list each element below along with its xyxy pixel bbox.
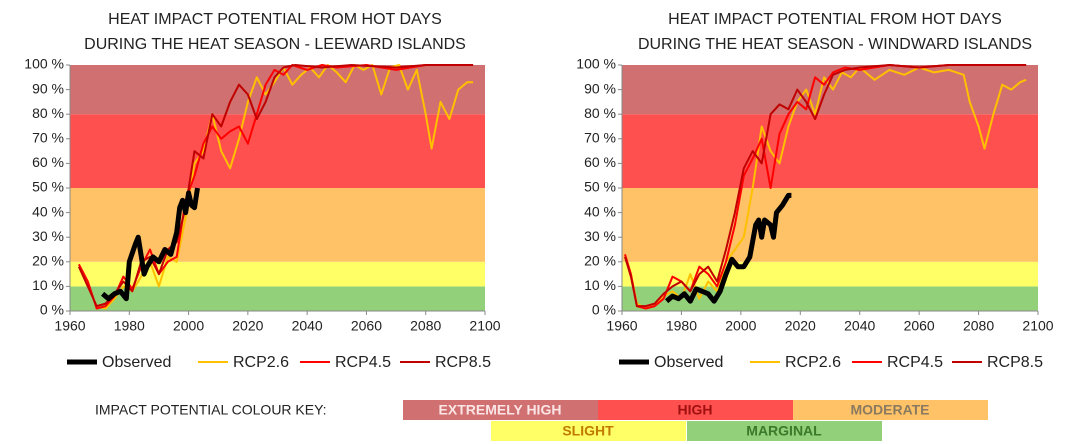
x-tick-label: 2060 (351, 318, 382, 334)
key-swatch (403, 400, 598, 420)
legend-label: RCP8.5 (987, 354, 1043, 371)
y-tick-label: 60 % (32, 154, 64, 170)
x-tick-label: 2020 (232, 318, 263, 334)
y-tick-label: 40 % (32, 203, 64, 219)
y-tick-label: 100 % (24, 56, 64, 72)
x-tick-label: 2080 (410, 318, 441, 334)
x-tick-label: 2000 (725, 318, 756, 334)
chart-title: DURING THE HEAT SEASON - LEEWARD ISLANDS (84, 36, 466, 53)
band (70, 286, 485, 311)
legend-label: Observed (654, 354, 723, 371)
x-tick-label: 1980 (666, 318, 697, 334)
color-key-label: IMPACT POTENTIAL COLOUR KEY: (95, 402, 327, 418)
y-tick-label: 20 % (584, 253, 616, 269)
legend-label: RCP4.5 (887, 354, 943, 371)
series-line (77, 64, 474, 308)
key-swatch (598, 400, 793, 420)
y-tick-label: 10 % (584, 277, 616, 293)
chart: HEAT IMPACT POTENTIAL FROM HOT DAYS DURIN… (24, 11, 500, 371)
x-tick-label: 2100 (469, 318, 500, 334)
series-line (78, 64, 474, 310)
chart-title: HEAT IMPACT POTENTIAL FROM HOT DAYS (108, 11, 442, 28)
key-label: MODERATE (850, 402, 929, 418)
series-line (624, 64, 1027, 310)
x-tick-label: 2060 (904, 318, 935, 334)
y-tick-label: 90 % (32, 80, 64, 96)
x-tick-label: 1980 (114, 318, 145, 334)
y-tick-label: 80 % (32, 105, 64, 121)
key-swatch (687, 421, 882, 441)
key-swatch (491, 421, 686, 441)
x-tick-label: 2020 (785, 318, 816, 334)
chart: HEAT IMPACT POTENTIAL FROM HOT DAYS DURIN… (576, 11, 1053, 371)
band (622, 65, 1038, 115)
y-tick-label: 90 % (584, 80, 616, 96)
x-tick-label: 1960 (54, 318, 85, 334)
y-tick-label: 50 % (32, 179, 64, 195)
chart-title: HEAT IMPACT POTENTIAL FROM HOT DAYS (668, 11, 1002, 28)
y-tick-label: 70 % (32, 130, 64, 146)
series-line (101, 187, 200, 302)
legend-label: RCP4.5 (335, 354, 391, 371)
y-tick-label: 0 % (592, 302, 616, 318)
band (70, 114, 485, 188)
y-tick-label: 60 % (584, 154, 616, 170)
chart-title: DURING THE HEAT SEASON - WINDWARD ISLAND… (638, 36, 1032, 53)
band (622, 188, 1038, 262)
y-tick-label: 40 % (584, 203, 616, 219)
legend-label: RCP2.6 (233, 354, 289, 371)
y-tick-label: 100 % (576, 56, 616, 72)
key-swatch (793, 400, 988, 420)
x-tick-label: 2080 (963, 318, 994, 334)
x-tick-label: 2000 (173, 318, 204, 334)
x-tick-label: 1960 (606, 318, 637, 334)
y-tick-label: 70 % (584, 130, 616, 146)
key-label: MARGINAL (746, 423, 822, 439)
y-tick-label: 20 % (32, 253, 64, 269)
y-tick-label: 30 % (32, 228, 64, 244)
x-tick-label: 2040 (292, 318, 323, 334)
y-tick-label: 50 % (584, 179, 616, 195)
series-line (664, 192, 792, 304)
y-tick-label: 30 % (584, 228, 616, 244)
band (70, 261, 485, 287)
x-tick-label: 2040 (844, 318, 875, 334)
key-label: EXTREMELY HIGH (439, 402, 562, 418)
key-label: SLIGHT (562, 423, 614, 439)
band (622, 114, 1038, 188)
y-tick-label: 0 % (40, 302, 64, 318)
legend-label: Observed (102, 354, 171, 371)
legend-label: RCP8.5 (435, 354, 491, 371)
series-line (624, 64, 1027, 308)
band (622, 261, 1038, 287)
legend-label: RCP2.6 (785, 354, 841, 371)
x-tick-label: 2100 (1022, 318, 1053, 334)
y-tick-label: 80 % (584, 105, 616, 121)
y-tick-label: 10 % (32, 277, 64, 293)
key-label: HIGH (678, 402, 713, 418)
